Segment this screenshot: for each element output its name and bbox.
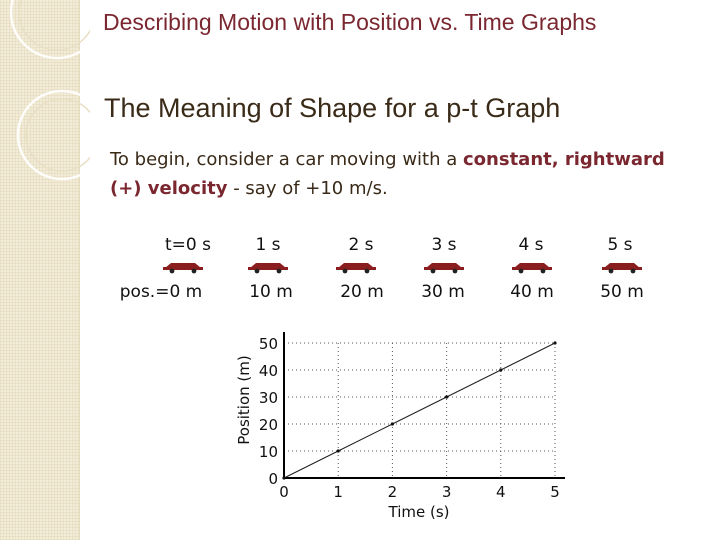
car-icon: [336, 263, 376, 274]
car-base: [163, 267, 203, 270]
data-point: [499, 368, 503, 372]
y-axis-label: Position (m): [235, 355, 253, 445]
car-wheel: [540, 268, 546, 274]
car-wheel: [254, 268, 260, 274]
slide-title: Describing Motion with Position vs. Time…: [103, 9, 597, 35]
time-label: 2 s: [348, 235, 373, 255]
car-base: [424, 267, 464, 270]
car-icon: [248, 263, 288, 274]
car-body: [165, 263, 201, 268]
x-tick-label: 0: [279, 483, 289, 501]
car-body: [514, 263, 550, 268]
y-tick-label: 50: [259, 335, 278, 353]
position-time-chart: 0 10 20 30 40 50 0 1 2 3 4 5 Time (s) Position (m): [235, 332, 565, 521]
data-point: [390, 422, 394, 426]
time-label: 4 s: [518, 235, 543, 255]
position-label: pos.=0 m: [120, 282, 202, 302]
car-wheel: [452, 268, 458, 274]
intro-text-start: To begin, consider a car moving with a: [110, 149, 463, 170]
car-base: [512, 267, 552, 270]
time-label: 3 s: [431, 235, 456, 255]
slide-subtitle: The Meaning of Shape for a p-t Graph: [104, 93, 561, 123]
position-label: 10 m: [249, 282, 293, 302]
y-tick-label: 30: [259, 389, 278, 407]
y-tick-label: 0: [268, 470, 278, 488]
car-body: [250, 263, 286, 268]
car-icon: [512, 263, 552, 274]
car-wheel: [630, 268, 636, 274]
car-base: [336, 267, 376, 270]
decorative-rings: [9, 0, 90, 181]
x-tick-label: 2: [388, 483, 398, 501]
time-label: 1 s: [255, 235, 280, 255]
x-axis-label: Time (s): [388, 503, 450, 521]
car-body: [338, 263, 374, 268]
y-tick-label: 20: [259, 416, 278, 434]
car-wheel: [518, 268, 524, 274]
car-wheel: [430, 268, 436, 274]
data-point: [282, 476, 286, 480]
car-base: [248, 267, 288, 270]
position-label: 20 m: [340, 282, 384, 302]
y-tick-label: 10: [259, 443, 278, 461]
car-icon: [163, 263, 203, 274]
x-tick-label: 4: [496, 483, 506, 501]
time-label: t=0 s: [165, 235, 211, 255]
x-tick-label: 3: [442, 483, 452, 501]
car-wheel: [364, 268, 370, 274]
car-wheel: [276, 268, 282, 274]
data-line: [283, 342, 556, 479]
position-label: 50 m: [600, 282, 644, 302]
car-wheel: [608, 268, 614, 274]
car-icon: [602, 263, 642, 274]
car-wheel: [169, 268, 175, 274]
car-icon: [424, 263, 464, 274]
car-body: [604, 263, 640, 268]
intro-text-end: - say of +10 m/s.: [227, 178, 388, 199]
car-wheel: [191, 268, 197, 274]
x-tick-label: 1: [333, 483, 343, 501]
time-label: 5 s: [607, 235, 632, 255]
position-label: 40 m: [510, 282, 554, 302]
position-label: 30 m: [421, 282, 465, 302]
car-wheel: [342, 268, 348, 274]
car-sequence: t=0 s pos.=0 m 1 s 10 m 2 s 20 m 3 s 30 m 4 s 40 …: [120, 235, 644, 302]
intro-emphasis: constant, rightward (+) velocity: [110, 149, 665, 199]
data-point: [336, 449, 340, 453]
y-tick-label: 40: [259, 362, 278, 380]
car-base: [602, 267, 642, 270]
data-point: [445, 395, 449, 399]
data-point: [553, 341, 557, 345]
x-tick-label: 5: [550, 483, 560, 501]
intro-paragraph: To begin, consider a car moving with a c…: [110, 145, 680, 203]
car-body: [426, 263, 462, 268]
